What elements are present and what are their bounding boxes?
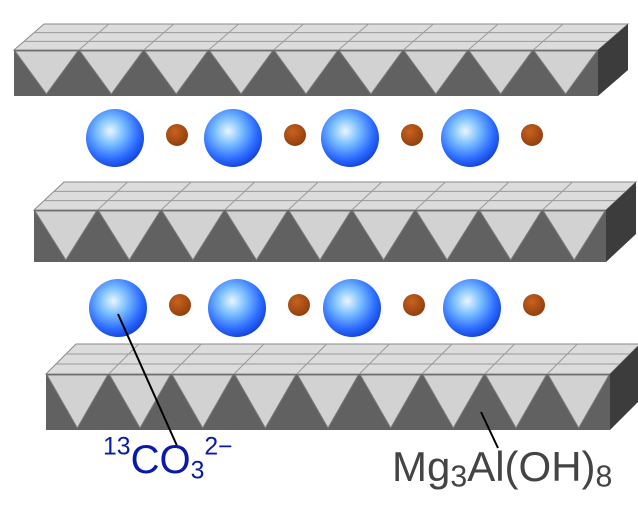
water-molecule-dot — [401, 124, 423, 146]
carbonate-ion-sphere — [89, 279, 147, 337]
layer-grid-line — [273, 23, 304, 51]
octahedron — [288, 210, 352, 261]
hydroxide-subscript: 8 — [595, 460, 613, 494]
water-molecule-dot — [284, 124, 306, 146]
water-molecule-dot — [523, 294, 545, 316]
octahedron — [161, 210, 225, 261]
octahedron — [14, 50, 79, 95]
layer-grid-line — [296, 343, 328, 375]
layer-end-face — [610, 346, 638, 430]
isotope-superscript: 13 — [103, 433, 131, 461]
layer-leader-line — [480, 411, 499, 449]
octahedron — [478, 210, 543, 261]
layer-grid-line — [143, 23, 175, 51]
layer-top-surface — [12, 23, 630, 51]
layer-grid-line — [351, 181, 383, 211]
magnesium-symbol: Mg — [392, 443, 451, 490]
layer-grid-line — [532, 23, 564, 51]
layer-grid-line — [97, 181, 128, 211]
octahedron — [97, 210, 162, 261]
water-molecule-dot — [403, 294, 425, 316]
carbonate-subscript: 3 — [190, 457, 205, 485]
anion-leader-line — [117, 313, 179, 449]
carbonate-ion-sphere — [208, 279, 266, 337]
octahedron — [108, 374, 172, 430]
water-molecule-dot — [169, 294, 191, 316]
octahedron — [351, 210, 416, 261]
layer-grid-line — [421, 343, 453, 375]
water-molecule-dot — [288, 294, 310, 316]
layer-top-surface — [32, 181, 638, 211]
carbonate-ion-sphere — [321, 109, 379, 167]
layer-grid-line — [358, 343, 390, 375]
interlayer-ions-lower — [89, 279, 545, 337]
carbonate-ion-sphere — [441, 109, 499, 167]
interlayer-ions-upper — [86, 109, 543, 167]
layer-grid-line — [414, 181, 446, 211]
hydroxide-layer-label: Mg3Al(OH)8 — [392, 443, 612, 493]
octahedron — [359, 374, 422, 430]
water-molecule-dot — [521, 124, 543, 146]
layer-grid-line — [224, 181, 256, 211]
carbonate-ion-sphere — [323, 279, 381, 337]
charge-superscript: 2− — [204, 433, 233, 461]
layer-end-face — [606, 182, 636, 262]
layer-end-face — [598, 24, 628, 96]
carbonate-ion-sphere — [443, 279, 501, 337]
layer-grid-line — [208, 23, 239, 51]
layer-grid-line — [403, 23, 434, 51]
layer-grid-line — [233, 343, 265, 375]
octahedron — [224, 210, 289, 261]
carbonate-formula: CO — [130, 438, 191, 482]
octahedron — [46, 374, 109, 430]
layer-grid-line — [546, 343, 578, 375]
octahedron — [34, 210, 98, 261]
layer-grid-line — [170, 343, 202, 375]
hydroxide-layer-bottom — [44, 343, 638, 430]
water-molecule-dot — [166, 124, 188, 146]
layer-grid-line — [78, 23, 110, 51]
octahedron — [533, 50, 598, 95]
octahedron — [484, 374, 548, 430]
layer-grid-line — [338, 23, 369, 51]
octahedron — [547, 374, 610, 430]
octahedron — [143, 50, 209, 95]
octahedron — [234, 374, 297, 430]
octahedron — [208, 50, 274, 95]
layer-grid-line — [467, 23, 499, 51]
octahedron — [403, 50, 469, 95]
octahedron — [542, 210, 606, 261]
magnesium-subscript: 3 — [450, 460, 468, 494]
carbonate-label: 13CO32− — [103, 435, 233, 484]
octahedron — [273, 50, 339, 95]
octahedron — [296, 374, 360, 430]
octahedron — [468, 50, 534, 95]
carbonate-ion-sphere — [86, 109, 144, 167]
layer-grid-line — [478, 181, 510, 211]
octahedron — [78, 50, 144, 95]
octahedron — [338, 50, 404, 95]
hydroxide-layer-middle — [32, 181, 638, 262]
layer-grid-line — [542, 181, 573, 211]
carbonate-ion-sphere — [204, 109, 262, 167]
aluminium-hydroxide-formula: Al(OH) — [467, 443, 596, 490]
layer-grid-line — [160, 181, 192, 211]
layer-grid-line — [287, 181, 319, 211]
hydroxide-layer-top — [12, 23, 630, 96]
octahedron — [422, 374, 485, 430]
layer-grid-line — [484, 343, 516, 375]
octahedron — [415, 210, 479, 261]
octahedron — [171, 374, 234, 430]
